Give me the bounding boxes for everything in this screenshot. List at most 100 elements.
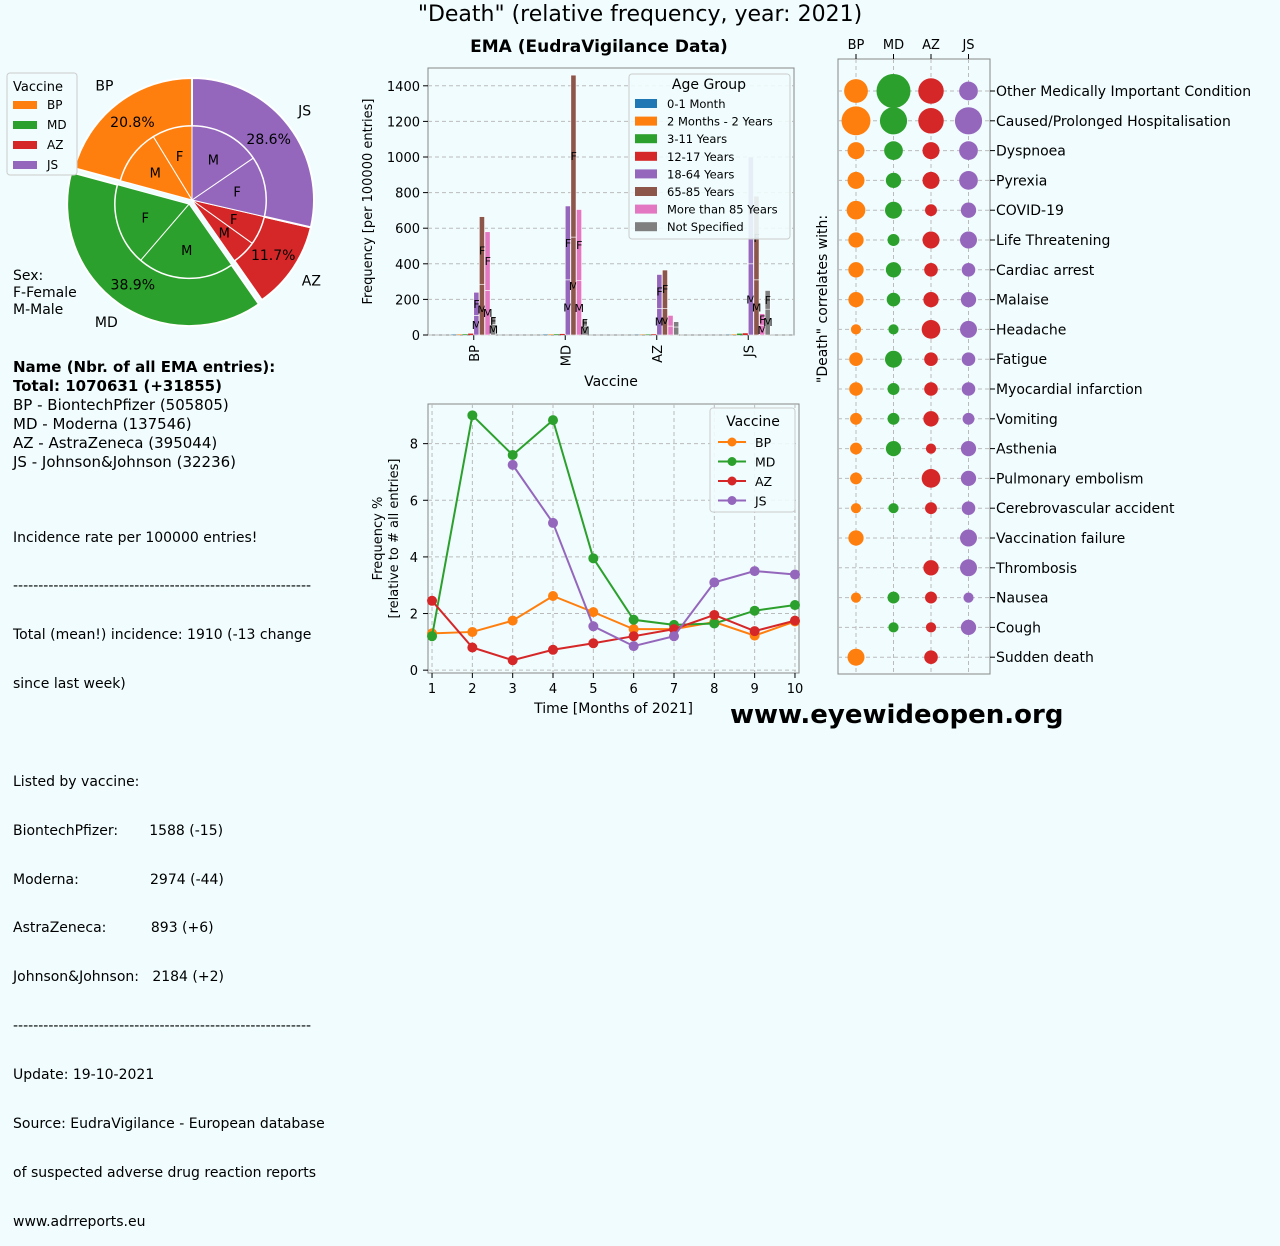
- bubble-row-label: Cough: [996, 620, 1041, 636]
- incidence-divider: ----------------------------------------…: [13, 1018, 325, 1034]
- line-point-az: [508, 655, 518, 665]
- line-point-bp: [467, 627, 477, 637]
- pie-legend-label: MD: [47, 118, 67, 132]
- incidence-notes: Incidence rate per 100000 entries! -----…: [13, 497, 325, 1246]
- bubble-cerebrovascular-accident-az: [925, 502, 937, 514]
- bubble-fatigue-bp: [849, 352, 863, 366]
- bubble-cerebrovascular-accident-bp: [851, 503, 861, 513]
- bubble-covid-19-bp: [847, 201, 866, 220]
- bubble-life-threatening-bp: [848, 232, 863, 247]
- line-point-bp: [548, 591, 558, 601]
- bar-legend-swatch-65-85-years: [635, 187, 657, 196]
- bar-sex-label: F: [765, 294, 771, 307]
- bar-az-12-17-years: [651, 334, 656, 335]
- bubble-malaise-js: [961, 292, 976, 307]
- bubble-myocardial-infarction-az: [924, 382, 938, 396]
- bubble-headache-js: [960, 321, 977, 338]
- line-xtick-label: 10: [787, 682, 804, 697]
- bubble-asthenia-js: [961, 441, 976, 456]
- line-legend-marker: [728, 496, 737, 505]
- website-watermark: www.eyewideopen.org: [730, 700, 1063, 730]
- bubble-sudden-death-bp: [848, 649, 865, 666]
- line-ytick-label: 4: [410, 551, 418, 566]
- incidence-line: AstraZeneca: 893 (+6): [13, 920, 325, 936]
- bar-female-az-not-specified: [674, 322, 679, 327]
- bubble-life-threatening-md: [888, 234, 900, 246]
- pie-sex-label: M: [219, 227, 230, 242]
- bubble-caused-prolonged-hospitalisation-bp: [842, 106, 871, 135]
- bar-md-2-months-2-years: [548, 334, 553, 335]
- age-group-bar-chart: EMA (EudraVigilance Data)020040060080010…: [340, 30, 810, 402]
- bubble-covid-19-az: [925, 204, 937, 216]
- pie-legend-swatch-js: [13, 161, 37, 169]
- pie-percent-label: 20.8%: [110, 115, 154, 131]
- bar-legend-label: 3-11 Years: [667, 132, 727, 146]
- pie-vaccine-label: BP: [95, 79, 113, 95]
- pie-sex-label: M: [150, 166, 161, 181]
- incidence-line: since last week): [13, 676, 325, 692]
- bubble-cough-az: [926, 622, 936, 632]
- bar-x-axis-label: Vaccine: [584, 374, 638, 390]
- bar-xtick-label: AZ: [651, 345, 666, 363]
- bubble-cough-md: [888, 622, 898, 632]
- bubble-other-medically-important-condition-az: [918, 78, 944, 104]
- pie-sex-label: F: [142, 212, 149, 227]
- line-point-js: [709, 577, 719, 587]
- bar-legend-swatch-not-specified: [635, 222, 657, 231]
- bar-md-3-11-years: [554, 334, 559, 335]
- bar-bp-12-17-years: [468, 334, 473, 335]
- line-point-md: [467, 410, 477, 420]
- line-point-az: [427, 596, 437, 606]
- summary-line: BP - BiontechPfizer (505805): [13, 396, 275, 415]
- bubble-myocardial-infarction-js: [962, 382, 976, 396]
- bubble-vaccination-failure-js: [960, 530, 977, 547]
- bar-ytick-label: 0: [412, 329, 420, 344]
- line-point-md: [588, 553, 598, 563]
- line-ytick-label: 8: [410, 438, 418, 453]
- bubble-asthenia-bp: [850, 443, 862, 455]
- bar-legend-label: Not Specified: [667, 220, 744, 234]
- line-point-js: [508, 460, 518, 470]
- bubble-myocardial-infarction-md: [888, 383, 900, 395]
- bar-ytick-label: 1000: [387, 151, 420, 166]
- line-legend-marker: [728, 457, 737, 466]
- bubble-vaccination-failure-bp: [848, 530, 863, 545]
- bar-sex-label: M: [763, 316, 773, 329]
- bubble-nausea-js: [963, 593, 973, 603]
- bubble-caused-prolonged-hospitalisation-az: [918, 108, 944, 134]
- pie-legend-label: AZ: [47, 138, 63, 152]
- pie-percent-label: 28.6%: [246, 132, 290, 148]
- line-legend-label: MD: [755, 455, 775, 470]
- bubble-other-medically-important-condition-js: [959, 82, 978, 101]
- bubble-row-label: Caused/Prolonged Hospitalisation: [996, 114, 1231, 130]
- bar-ytick-label: 200: [395, 293, 420, 308]
- bubble-vomiting-js: [963, 413, 975, 425]
- bubble-cerebrovascular-accident-js: [962, 501, 976, 515]
- bar-xtick-label: JS: [742, 345, 757, 358]
- bubble-cardiac-arrest-az: [924, 263, 938, 277]
- line-legend-marker: [728, 477, 737, 486]
- line-point-az: [467, 643, 477, 653]
- bar-legend-label: 2 Months - 2 Years: [667, 115, 773, 129]
- bar-legend-label: 65-85 Years: [667, 185, 734, 199]
- bar-legend-swatch-18-64-years: [635, 169, 657, 178]
- incidence-line: of suspected adverse drug reaction repor…: [13, 1165, 325, 1181]
- bubble-row-label: COVID-19: [996, 203, 1064, 219]
- pie-legend-swatch-az: [13, 141, 37, 149]
- pie-sex-label: F: [233, 185, 240, 200]
- bubble-column-label: JS: [961, 38, 974, 53]
- bubble-nausea-az: [925, 592, 937, 604]
- bubble-malaise-az: [923, 292, 938, 307]
- bar-chart-title: EMA (EudraVigilance Data): [470, 37, 728, 57]
- incidence-line: [13, 725, 325, 741]
- entries-summary: Name (Nbr. of all EMA entries): Total: 1…: [13, 358, 275, 472]
- line-point-az: [709, 610, 719, 620]
- bubble-cardiac-arrest-md: [886, 262, 901, 277]
- bar-ytick-label: 1400: [387, 80, 420, 95]
- pie-vaccine-label: JS: [297, 103, 311, 119]
- incidence-line: www.adrreports.eu: [13, 1214, 325, 1230]
- line-xtick-label: 2: [468, 682, 476, 697]
- pie-vaccine-label: MD: [95, 315, 118, 331]
- incidence-line: Listed by vaccine:: [13, 774, 325, 790]
